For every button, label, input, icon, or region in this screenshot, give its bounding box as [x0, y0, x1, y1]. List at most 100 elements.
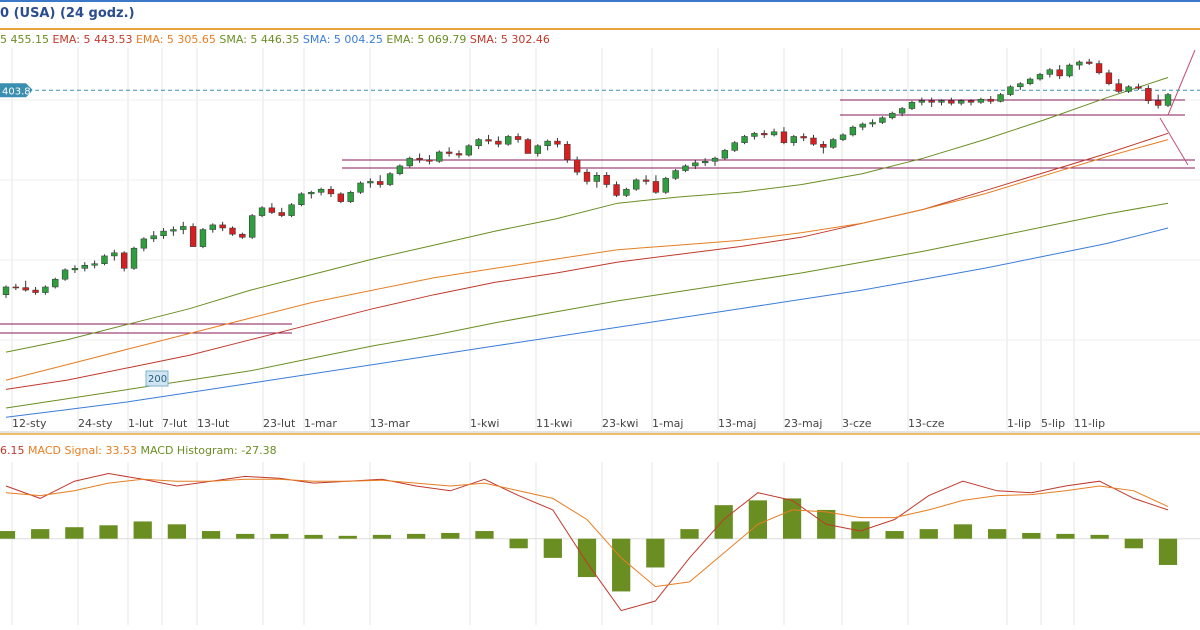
candle-body [1086, 61, 1093, 64]
candle-body [849, 126, 857, 136]
candle-body [987, 98, 994, 102]
ma200-badge [145, 370, 169, 387]
candle-body [751, 133, 758, 137]
ma-legend-item: EMA: 5 069.79 [386, 33, 470, 46]
macd-histogram-bar [680, 529, 699, 539]
x-tick-label: 11-lip [1074, 417, 1105, 430]
candle-body [800, 136, 807, 139]
title-bar: 0 (USA) (24 godz.) [0, 0, 1200, 30]
macd-histogram-bar [919, 529, 938, 539]
ma-legend-item: EMA: 5 305.65 [135, 33, 220, 46]
candle-body [1017, 83, 1024, 88]
candle-body [642, 179, 650, 182]
moving-average-line [5, 132, 1169, 390]
candle-body [573, 159, 581, 173]
last-price-badge [0, 83, 33, 98]
ma-legend-item: SMA: 5 446.35 [219, 33, 303, 46]
trend-line [1167, 49, 1196, 116]
macd-histogram-bar [748, 500, 768, 539]
macd-histogram-bar [543, 538, 562, 558]
candle-body [839, 134, 847, 140]
macd-histogram-bar [782, 498, 802, 539]
moving-average-line [5, 227, 1169, 418]
candle-body [130, 247, 138, 269]
macd-histogram-bar [304, 534, 323, 539]
candle-body [475, 139, 482, 147]
candle-body [967, 100, 975, 103]
candle-body [948, 100, 955, 104]
macd-histogram-bar [1158, 538, 1178, 565]
candle-body [209, 224, 216, 230]
candle-body [396, 165, 404, 174]
x-tick-label: 1-lut [128, 417, 154, 430]
macd-histogram-bar [714, 505, 733, 539]
candle-body [485, 139, 492, 142]
candle-body [613, 184, 620, 196]
x-tick-label: 13-mar [370, 417, 410, 430]
candle-body [1105, 72, 1113, 84]
x-tick-label: 13-cze [908, 417, 945, 430]
macd-legend-item: 6.15 [0, 444, 28, 457]
candle-body [544, 140, 551, 147]
macd-histogram-bar [65, 527, 84, 539]
candle-body [180, 226, 187, 230]
candle-body [1095, 63, 1103, 74]
candle-body [701, 161, 709, 164]
candle-body [1076, 61, 1083, 66]
candle-body [258, 207, 266, 216]
candle-body [662, 178, 669, 193]
macd-histogram-bar [372, 534, 392, 539]
candle-body [455, 153, 463, 156]
candle-body [692, 162, 699, 167]
candle-body [337, 193, 344, 202]
candle-body [898, 108, 906, 114]
candle-body [81, 264, 88, 269]
candle-body [879, 117, 886, 123]
macd-histogram-bar [646, 538, 665, 568]
candle-body [288, 204, 295, 216]
candle-body [406, 157, 413, 167]
x-tick-label: 23-kwi [602, 417, 638, 430]
x-tick-label: 1-mar [304, 417, 337, 430]
candle-body [120, 252, 128, 269]
candle-body [593, 174, 601, 182]
macd-histogram-bar [1124, 538, 1143, 549]
candle-body [938, 100, 945, 103]
candle-body [1115, 83, 1122, 92]
macd-histogram-bar [0, 531, 16, 539]
candle-body [239, 233, 246, 238]
candle-body [170, 229, 177, 232]
candle-body [820, 143, 827, 148]
candle-body [377, 181, 384, 185]
candle-body [682, 165, 689, 171]
candle-body [1046, 69, 1054, 75]
candle-body [1066, 64, 1073, 77]
candle-body [780, 131, 788, 143]
candle-body [603, 174, 610, 185]
candle-body [71, 268, 79, 271]
candle-body [672, 170, 679, 179]
ma-legend-item: SMA: 5 004.25 [302, 33, 387, 46]
candle-body [52, 278, 59, 288]
x-tick-label: 13-lut [197, 417, 230, 430]
macd-histogram-bar [953, 524, 973, 539]
candle-body [327, 188, 335, 195]
candle-body [721, 150, 729, 159]
candle-body [958, 100, 965, 104]
macd-histogram-bar [201, 531, 221, 539]
macd-series-line [5, 478, 1169, 588]
macd-histogram-bar [509, 538, 528, 549]
candle-body [268, 207, 276, 213]
macd-histogram-bar [270, 533, 289, 539]
candle-body [278, 212, 285, 216]
candle-body [91, 263, 98, 266]
title-top-line [0, 0, 1200, 2]
candle-body [219, 224, 226, 229]
macd-legend-item: MACD Signal: 33.53 [28, 444, 141, 457]
x-tick-label: 1-lip [1007, 417, 1031, 430]
candle-body [997, 94, 1004, 102]
candle-body [249, 215, 256, 238]
candle-body [889, 112, 896, 119]
last-price-label: 403.84 [2, 86, 37, 97]
